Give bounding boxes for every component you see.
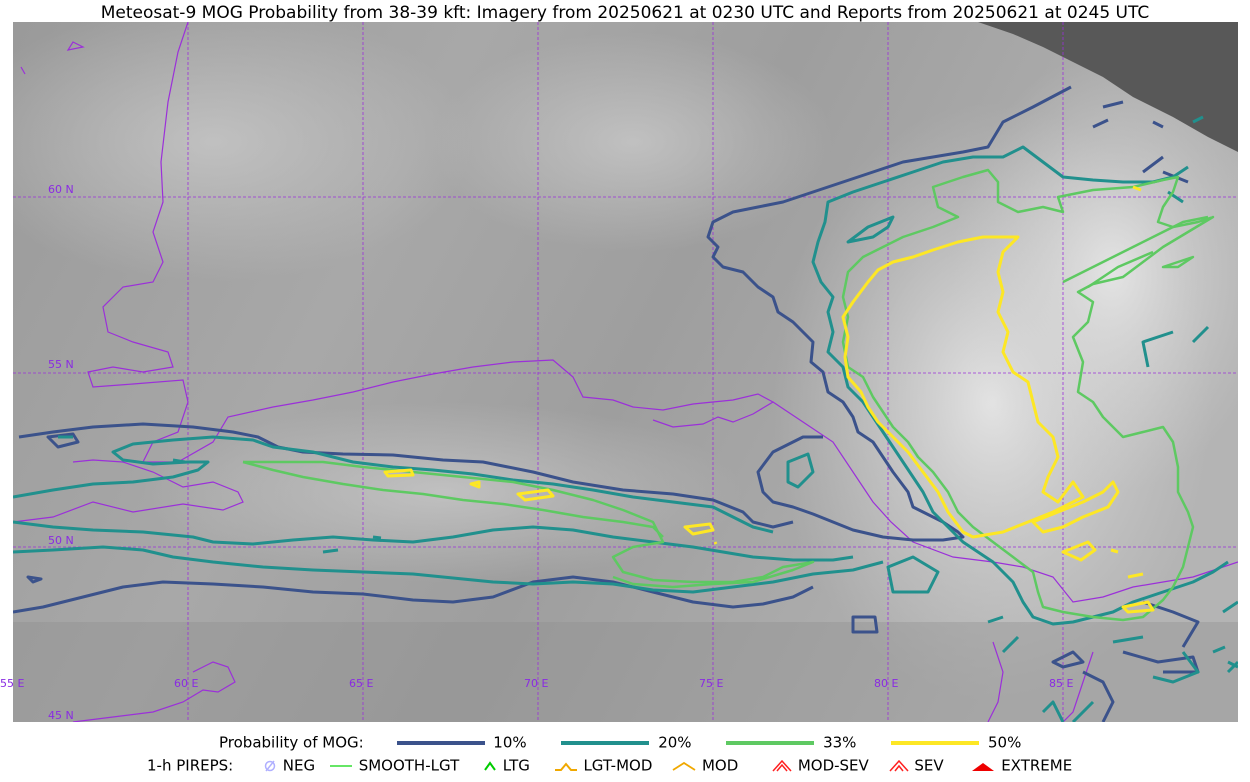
- lat-label-55n: 55 N: [48, 358, 74, 371]
- lon-label-60e: 60 E: [174, 677, 199, 690]
- lon-label-80e: 80 E: [874, 677, 899, 690]
- lon-label-75e: 75 E: [699, 677, 724, 690]
- legend-line-33: [726, 740, 815, 745]
- pirep-label-extreme: EXTREME: [1001, 756, 1073, 775]
- probability-legend: Probability of MOG: 10% 20% 33% 50%: [219, 733, 1021, 752]
- extreme-icon: [972, 762, 995, 771]
- lat-label-50n: 50 N: [48, 534, 74, 547]
- contour-10-percent: [13, 85, 1200, 722]
- neg-icon: [264, 760, 276, 771]
- mod-icon: [672, 761, 696, 771]
- lon-label-65e: 65 E: [349, 677, 374, 690]
- lon-label-55e: 55 E: [0, 677, 25, 690]
- map-title: Meteosat-9 MOG Probability from 38-39 kf…: [100, 3, 1150, 23]
- pirep-label-lgt-mod: LGT-MOD: [583, 756, 653, 775]
- legend-line-10: [396, 740, 485, 745]
- legend-label-50: 50%: [988, 733, 1022, 752]
- lat-label-45n: 45 N: [48, 709, 74, 722]
- mod-sev-icon: [772, 759, 792, 772]
- legend-line-50: [891, 740, 980, 745]
- probability-legend-title: Probability of MOG:: [219, 733, 364, 752]
- lon-label-85e: 85 E: [1049, 677, 1074, 690]
- sev-icon: [889, 759, 909, 772]
- lon-label-70e: 70 E: [524, 677, 549, 690]
- pirep-legend-title: 1-h PIREPS:: [147, 756, 234, 775]
- pirep-label-neg: NEG: [282, 756, 316, 775]
- country-borders: [13, 22, 1238, 722]
- lgt-mod-icon: [554, 761, 577, 771]
- pirep-label-mod-sev: MOD-SEV: [797, 756, 869, 775]
- legend-line-20: [561, 740, 650, 745]
- legend-label-10: 10%: [493, 733, 527, 752]
- legend-label-20: 20%: [658, 733, 692, 752]
- contour-50-percent: [383, 185, 1155, 614]
- ltg-icon: [484, 760, 496, 771]
- legend-label-33: 33%: [823, 733, 857, 752]
- lat-lon-grid: [13, 22, 1238, 722]
- satellite-map: [13, 22, 1238, 722]
- pirep-label-smooth-lgt: SMOOTH-LGT: [358, 756, 460, 775]
- pirep-legend: 1-h PIREPS: NEG SMOOTH-LGT LTG LGT-MOD M…: [147, 756, 1072, 775]
- pirep-label-sev: SEV: [914, 756, 944, 775]
- pirep-label-ltg: LTG: [502, 756, 530, 775]
- smooth-lgt-icon: [329, 764, 352, 767]
- contour-20-percent: [13, 115, 1238, 722]
- lat-label-60n: 60 N: [48, 183, 74, 196]
- pirep-label-mod: MOD: [701, 756, 739, 775]
- contour-33-percent: [242, 168, 1215, 622]
- no-data-region: [978, 22, 1238, 152]
